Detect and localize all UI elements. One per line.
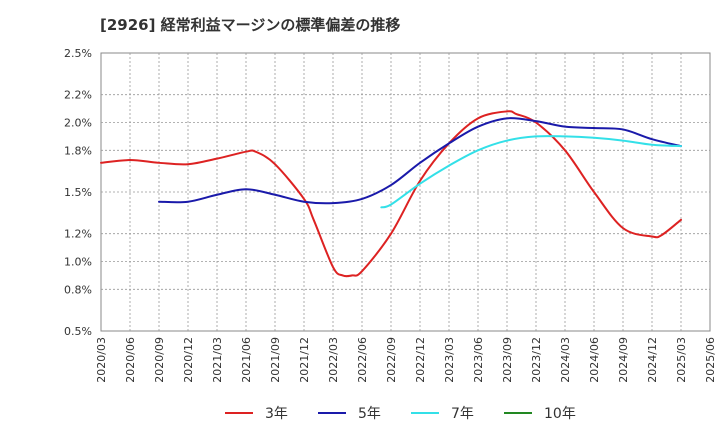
x-tick-label: 2020/03	[95, 337, 108, 383]
x-tick-label: 2022/12	[414, 337, 427, 383]
chart-title: [2926] 経常利益マージンの標準偏差の推移	[100, 16, 401, 34]
x-tick-label: 2022/09	[385, 337, 398, 383]
y-tick-label: 2.5%	[64, 47, 92, 60]
y-tick-label: 1.5%	[64, 186, 92, 199]
x-tick-label: 2025/06	[704, 337, 717, 383]
x-tick-label: 2021/06	[240, 337, 253, 383]
y-tick-label: 0.5%	[64, 325, 92, 338]
x-tick-label: 2021/03	[211, 337, 224, 383]
legend-label-4: 10年	[544, 406, 576, 422]
x-tick-label: 2020/09	[153, 337, 166, 383]
x-tick-label: 2024/09	[617, 337, 630, 383]
x-tick-label: 2023/06	[472, 337, 485, 383]
series-line-1	[100, 110, 682, 278]
legend-label-3: 7年	[451, 406, 474, 422]
series-line-3	[380, 135, 682, 209]
y-tick-label: 2.2%	[64, 89, 92, 102]
legend-label-1: 3年	[265, 406, 288, 422]
y-tick-label: 1.8%	[64, 144, 92, 157]
x-tick-label: 2021/09	[269, 337, 282, 383]
legend-label-2: 5年	[358, 406, 381, 422]
x-tick-label: 2022/06	[356, 337, 369, 383]
x-tick-label: 2023/09	[501, 337, 514, 383]
y-tick-label: 1.0%	[64, 256, 92, 269]
x-tick-label: 2024/03	[559, 337, 572, 383]
x-tick-label: 2020/12	[182, 337, 195, 383]
series-line-2	[158, 117, 682, 205]
x-tick-label: 2023/12	[530, 337, 543, 383]
x-tick-label: 2023/03	[443, 337, 456, 383]
x-tick-label: 2020/06	[124, 337, 137, 383]
x-tick-label: 2024/12	[646, 337, 659, 383]
y-tick-label: 0.8%	[64, 283, 92, 296]
x-tick-label: 2024/06	[588, 337, 601, 383]
y-tick-label: 2.0%	[64, 117, 92, 130]
x-tick-label: 2022/03	[327, 337, 340, 383]
x-tick-label: 2025/03	[675, 337, 688, 383]
y-tick-label: 1.2%	[64, 228, 92, 241]
x-tick-label: 2021/12	[298, 337, 311, 383]
